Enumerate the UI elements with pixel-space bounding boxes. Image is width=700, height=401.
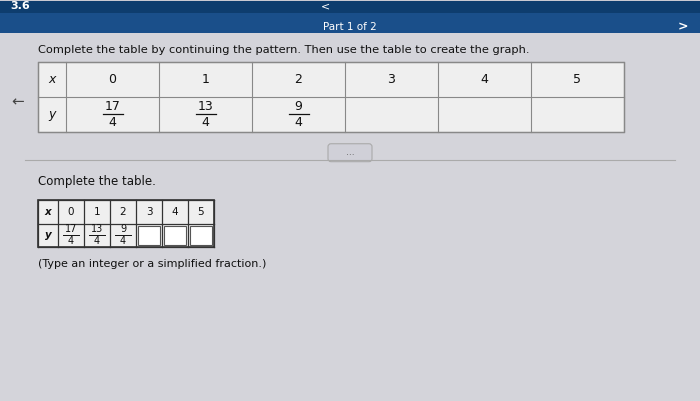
Text: Complete the table.: Complete the table. — [38, 175, 156, 188]
Text: ...: ... — [346, 148, 354, 157]
Text: 2: 2 — [295, 73, 302, 86]
Text: 9: 9 — [295, 100, 302, 113]
FancyBboxPatch shape — [138, 225, 160, 245]
Text: 4: 4 — [94, 237, 100, 247]
Text: 4: 4 — [202, 116, 209, 129]
Text: 3: 3 — [146, 207, 153, 217]
Text: Complete the table by continuing the pattern. Then use the table to create the g: Complete the table by continuing the pat… — [38, 45, 529, 55]
Text: 4: 4 — [295, 116, 302, 129]
Text: 4: 4 — [481, 73, 489, 86]
Text: >: > — [678, 20, 688, 34]
Text: 5: 5 — [573, 73, 582, 86]
FancyBboxPatch shape — [38, 200, 214, 247]
FancyBboxPatch shape — [0, 1, 700, 14]
Text: y: y — [48, 108, 56, 121]
Text: 1: 1 — [94, 207, 100, 217]
FancyBboxPatch shape — [38, 62, 624, 132]
Text: 5: 5 — [197, 207, 204, 217]
Text: 13: 13 — [197, 100, 214, 113]
Text: 3: 3 — [388, 73, 395, 86]
Text: 17: 17 — [65, 225, 77, 235]
Text: 17: 17 — [104, 100, 120, 113]
FancyBboxPatch shape — [0, 13, 700, 33]
Text: x: x — [48, 73, 56, 86]
FancyBboxPatch shape — [164, 225, 186, 245]
Text: 4: 4 — [172, 207, 178, 217]
Text: <: < — [321, 1, 330, 11]
Text: (Type an integer or a simplified fraction.): (Type an integer or a simplified fractio… — [38, 259, 267, 269]
Text: 9: 9 — [120, 225, 126, 235]
Text: 4: 4 — [68, 237, 74, 247]
FancyBboxPatch shape — [190, 225, 212, 245]
Text: 0: 0 — [68, 207, 74, 217]
Text: Part 1 of 2: Part 1 of 2 — [323, 22, 377, 32]
Text: 4: 4 — [120, 237, 126, 247]
Text: ←: ← — [12, 94, 24, 109]
Text: 1: 1 — [202, 73, 209, 86]
FancyBboxPatch shape — [328, 144, 372, 162]
Text: x: x — [45, 207, 51, 217]
Text: 0: 0 — [108, 73, 116, 86]
Text: 3.6: 3.6 — [10, 1, 29, 11]
Text: y: y — [45, 231, 51, 241]
FancyBboxPatch shape — [0, 33, 700, 401]
Text: 2: 2 — [120, 207, 126, 217]
Text: 4: 4 — [108, 116, 116, 129]
Text: 13: 13 — [91, 225, 103, 235]
